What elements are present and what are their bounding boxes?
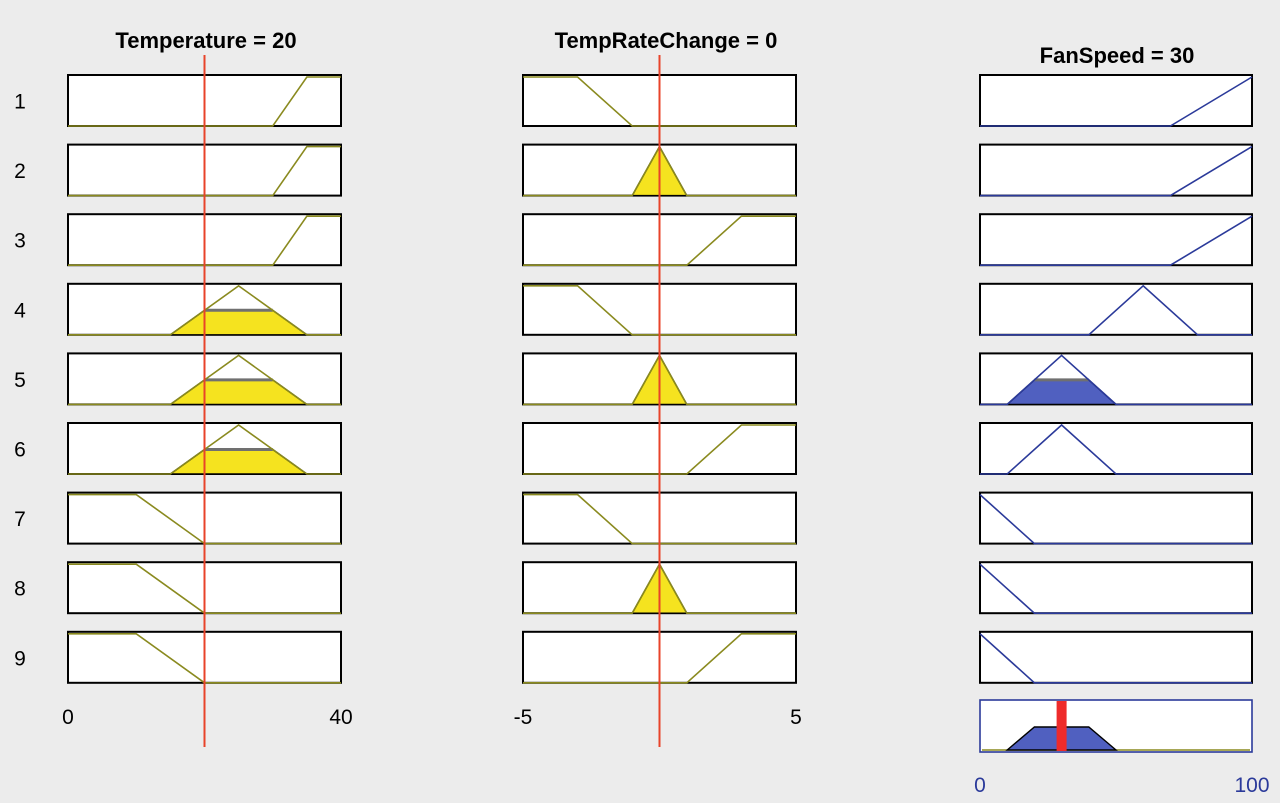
mf-panel: [979, 491, 1253, 545]
membership-function: [523, 215, 796, 267]
variable-title: TempRateChange = 0: [555, 28, 778, 53]
mf-panel: [979, 422, 1253, 475]
rule-number-4: 4: [14, 299, 26, 322]
rule-cell[interactable]: [979, 491, 1253, 545]
rule-number-8: 8: [14, 578, 26, 601]
membership-function: [68, 424, 341, 475]
rule-number-5: 5: [14, 369, 26, 392]
membership-function: [980, 76, 1253, 127]
membership-function: [523, 284, 796, 336]
rule-cell[interactable]: [979, 422, 1253, 475]
rule-number-6: 6: [14, 439, 26, 462]
rule-numbers: 1 2 3 4 5 6 7 8 9: [14, 91, 26, 671]
membership-function: [68, 493, 341, 545]
membership-function: [68, 632, 341, 684]
variable-title: FanSpeed = 30: [1040, 43, 1195, 68]
mf-panel: [979, 74, 1253, 127]
rule-number-3: 3: [14, 230, 26, 253]
membership-function: [979, 494, 1252, 545]
membership-function: [523, 76, 796, 127]
mf-panel: [979, 143, 1253, 197]
membership-function: [68, 284, 341, 336]
membership-function: [523, 424, 796, 475]
rule-cell[interactable]: [979, 630, 1253, 684]
rule-number-9: 9: [14, 647, 26, 670]
axis-max-label: 40: [329, 706, 352, 729]
mf-panel: [979, 630, 1253, 684]
mf-panel: [979, 561, 1253, 615]
membership-function: [68, 145, 341, 197]
membership-function: [980, 215, 1253, 267]
rule-cell[interactable]: [979, 352, 1253, 406]
rule-number-7: 7: [14, 508, 26, 531]
fanspeed-column: FanSpeed = 30 0 100: [974, 43, 1269, 797]
mf-panel: [979, 213, 1253, 267]
rule-cell[interactable]: [979, 143, 1253, 197]
rule-cell[interactable]: [979, 561, 1253, 615]
rule-cell[interactable]: [979, 213, 1253, 267]
membership-function: [523, 632, 796, 684]
rule-cell[interactable]: [979, 74, 1253, 127]
axis-min-label: 0: [974, 774, 986, 797]
membership-function: [980, 354, 1252, 406]
membership-function: [979, 633, 1252, 684]
membership-function: [980, 145, 1253, 197]
axis-max-label: 100: [1234, 774, 1269, 797]
rule-number-2: 2: [14, 160, 26, 183]
rule-number-1: 1: [14, 91, 26, 114]
membership-function: [68, 76, 341, 127]
membership-function: [68, 215, 341, 267]
rule-cell[interactable]: [979, 282, 1253, 336]
membership-function: [68, 563, 341, 615]
variable-title: Temperature = 20: [115, 28, 296, 53]
defuzzified-value-marker: [1056, 701, 1067, 751]
membership-function: [980, 423, 1252, 475]
membership-function: [979, 563, 1252, 615]
axis-min-label: 0: [62, 706, 74, 729]
membership-function: [68, 354, 341, 406]
aggregated-output: [979, 699, 1253, 753]
axis-min-label: -5: [514, 706, 533, 729]
temperature-column: Temperature = 20 0 40: [62, 28, 353, 747]
axis-max-label: 5: [790, 706, 802, 729]
membership-function: [980, 284, 1252, 336]
membership-function: [523, 493, 796, 545]
temprate-column: TempRateChange = 0 -5 5: [514, 28, 802, 747]
